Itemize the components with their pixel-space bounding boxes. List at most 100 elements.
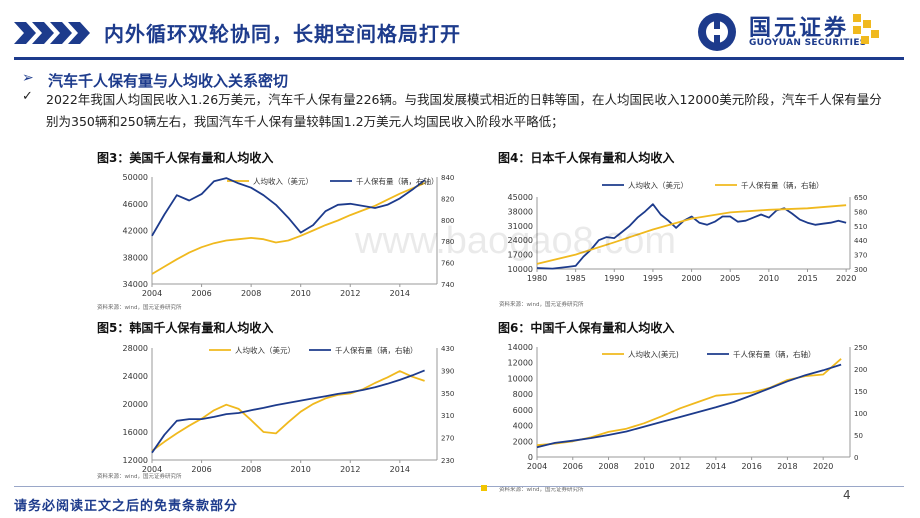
y-left-tick-label: 42000 [123,227,148,236]
x-tick-label: 2006 [563,462,583,471]
x-tick-label: 2014 [706,462,726,471]
y-right-tick-label: 580 [854,208,867,216]
fig6-source: 资料来源：wind，国元证券研究所 [499,487,584,493]
header-divider [14,57,904,60]
y-right-tick-label: 840 [441,174,454,182]
legend-label-0: 人均收入（美元） [253,176,313,186]
y-left-tick-label: 38000 [508,207,533,216]
company-logo: 国元证券 GUOYUAN SECURITIES [695,10,885,54]
footer-disclaimer: 请务必阅读正文之后的免责条款部分 [14,499,239,514]
y-right-tick-label: 740 [441,281,454,289]
y-left-tick-label: 10000 [508,265,533,274]
fig5-caption: 图5：韩国千人保有量和人均收入 [97,321,274,335]
x-tick-label: 1990 [604,274,624,283]
x-tick-label: 2020 [813,462,833,471]
y-left-tick-label: 0 [528,453,533,462]
series-line-0 [151,182,425,275]
page-title: 内外循环双轮协同，长期空间格局打开 [104,22,461,46]
legend-label-1: 千人保有量（辆，右轴） [733,349,816,359]
logo-subtext: GUOYUAN SECURITIES [749,38,867,48]
y-left-tick-label: 28000 [123,344,148,353]
y-right-tick-label: 310 [441,412,454,420]
x-tick-label: 2004 [527,462,547,471]
x-tick-label: 2006 [191,465,211,474]
y-right-tick-label: 230 [441,457,454,465]
x-tick-label: 2014 [390,289,410,298]
x-tick-label: 1980 [527,274,547,283]
y-right-tick-label: 760 [441,260,454,268]
x-tick-label: 2012 [340,289,360,298]
arrow-bullet-icon: ➢ [22,70,34,86]
legend-label-1: 千人保有量（辆，右轴） [741,180,824,190]
legend-label-0: 人均收入（美元） [235,345,295,355]
header-arrows-icon [14,22,90,44]
y-left-tick-label: 34000 [123,280,148,289]
x-tick-label: 2010 [291,289,311,298]
page-number: 4 [843,488,851,502]
y-left-tick-label: 46000 [123,200,148,209]
y-left-tick-label: 17000 [508,251,533,260]
y-right-tick-label: 200 [854,366,867,374]
x-tick-label: 2010 [634,462,654,471]
y-right-tick-label: 440 [854,237,867,245]
section-heading: 汽车千人保有量与人均收入关系密切 [48,72,289,90]
footer-marker-icon [481,485,487,491]
y-right-tick-label: 510 [854,223,867,231]
y-right-tick-label: 300 [854,266,867,274]
y-right-tick-label: 650 [854,194,867,202]
series-line-1 [536,204,847,265]
logo-text: 国元证券 [749,16,850,41]
x-tick-label: 2005 [720,274,740,283]
watermark: www.baogao8.com [355,220,677,262]
fig3-source: 资料来源：wind，国元证券研究所 [97,305,182,311]
footer-divider [14,486,904,487]
y-left-tick-label: 14000 [508,343,533,352]
y-left-tick-label: 20000 [123,400,148,409]
x-tick-label: 2006 [191,289,211,298]
y-right-tick-label: 820 [441,195,454,203]
x-tick-label: 2020 [836,274,856,283]
series-line-0 [536,358,842,447]
x-tick-label: 1985 [565,274,585,283]
x-tick-label: 2004 [142,289,162,298]
chart-fig4: 1980 1985 1990 1995 2000 2005 2010 2015 2020 1000… [508,180,868,283]
x-tick-label: 2018 [777,462,797,471]
x-tick-label: 2008 [598,462,618,471]
y-left-tick-label: 45000 [508,193,533,202]
series-line-1 [536,363,842,449]
y-left-tick-label: 24000 [508,236,533,245]
x-tick-label: 2000 [681,274,701,283]
y-left-tick-label: 12000 [123,456,148,465]
y-right-tick-label: 0 [854,454,858,462]
y-left-tick-label: 10000 [508,374,533,383]
fig4-caption: 图4：日本千人保有量和人均收入 [498,151,675,165]
legend-label-0: 人均收入(美元) [628,349,679,359]
x-tick-label: 2015 [797,274,817,283]
chart-fig3: 2004 2006 2008 2010 2012 2014 34000 38000 42000 4… [123,173,455,298]
y-right-tick-label: 800 [441,217,454,225]
section-paragraph: 2022年我国人均国民收入1.26万美元，汽车千人保有量226辆。与我国发展模式… [46,92,882,129]
logo-flag-icon [853,14,879,44]
y-left-tick-label: 24000 [123,372,148,381]
x-tick-label: 2016 [741,462,761,471]
x-tick-label: 2010 [291,465,311,474]
y-left-tick-label: 12000 [508,359,533,368]
y-left-tick-label: 16000 [123,428,148,437]
y-right-tick-label: 350 [441,390,454,398]
legend-label-1: 千人保有量（辆，右轴） [335,345,418,355]
y-left-tick-label: 8000 [513,390,533,399]
y-left-tick-label: 4000 [513,422,533,431]
check-bullet-icon: ✓ [22,89,33,104]
fig5-source: 资料来源：wind，国元证券研究所 [97,474,182,480]
series-line-0 [151,370,425,452]
y-right-tick-label: 780 [441,238,454,246]
y-right-tick-label: 100 [854,410,867,418]
y-right-tick-label: 390 [441,367,454,375]
legend-label-0: 人均收入（美元） [628,180,688,190]
chart-fig6: 2004 2006 2008 2010 2012 2014 2016 2018 2020 0 200… [508,343,868,471]
y-left-tick-label: 31000 [508,222,533,231]
fig3-caption: 图3：美国千人保有量和人均收入 [97,151,274,165]
y-right-tick-label: 370 [854,252,867,260]
series-line-0 [536,203,847,270]
x-tick-label: 2010 [759,274,779,283]
